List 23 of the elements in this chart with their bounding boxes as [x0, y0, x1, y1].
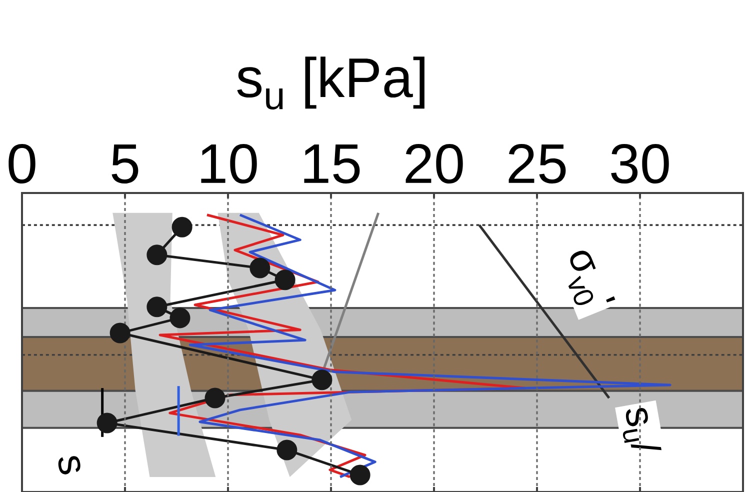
x-tick-label: 30 — [611, 144, 669, 184]
point — [312, 370, 332, 390]
point — [250, 258, 270, 278]
point — [96, 412, 118, 434]
annotation: s — [58, 456, 80, 474]
annotation: s$_{u}$/ — [622, 408, 662, 450]
x-tick-label: 0 — [8, 144, 36, 184]
x-tick-label: 20 — [406, 144, 463, 184]
x-tick-label: 25 — [508, 144, 566, 184]
x-tick-label: 15 — [304, 144, 360, 184]
point — [146, 296, 168, 318]
point — [146, 244, 168, 266]
point — [110, 322, 130, 344]
point — [204, 388, 226, 408]
x-tick-label: 10 — [201, 144, 257, 184]
x-axis-title: s$_{u}$ [kPa] — [237, 56, 424, 110]
annotation: σ$_{v0}$' — [568, 250, 616, 306]
point — [172, 216, 192, 238]
x-tick-label: 5 — [112, 144, 138, 184]
point — [350, 464, 370, 486]
point — [170, 308, 190, 328]
point — [274, 270, 296, 290]
point — [276, 440, 298, 460]
